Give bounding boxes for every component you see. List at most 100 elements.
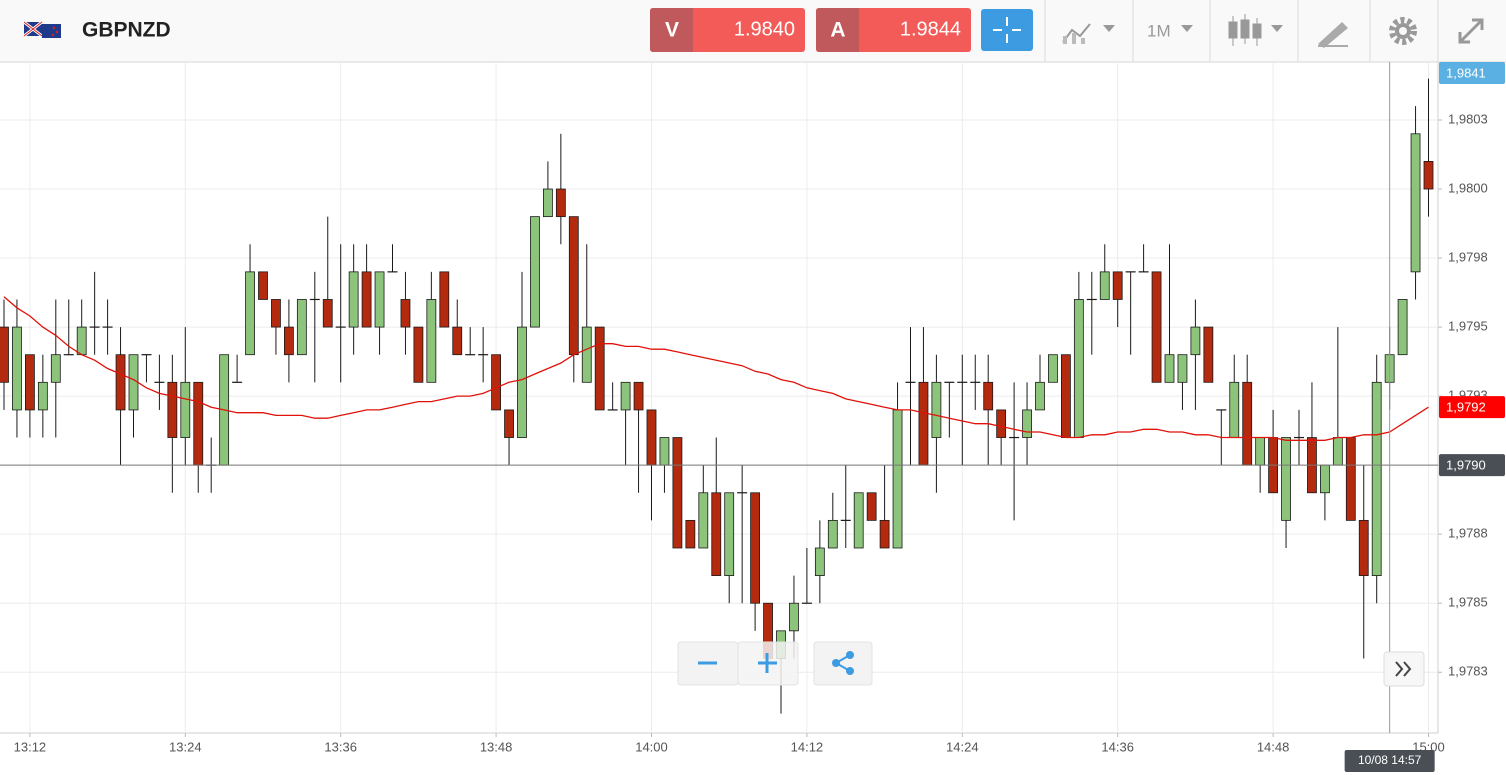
ask-tag: 1,9841 bbox=[1446, 65, 1486, 80]
candle-body bbox=[37, 381, 48, 411]
candle-body bbox=[1048, 354, 1058, 383]
candle-body bbox=[1345, 437, 1356, 521]
sell-button[interactable]: V 1.9840 bbox=[650, 8, 805, 52]
y-tick-label: 1,9785 bbox=[1448, 595, 1488, 610]
candle-body bbox=[543, 188, 553, 218]
candle-body bbox=[659, 437, 670, 466]
share-button[interactable] bbox=[813, 641, 873, 686]
drawing-tools[interactable] bbox=[1318, 22, 1348, 48]
candle-body bbox=[711, 492, 722, 577]
candle-body bbox=[530, 216, 540, 328]
chart-type-menu[interactable] bbox=[1062, 23, 1115, 44]
candle-body bbox=[1099, 271, 1110, 300]
candle-body bbox=[413, 326, 424, 383]
settings[interactable] bbox=[1389, 17, 1417, 45]
x-tick-label: 14:24 bbox=[946, 739, 979, 754]
scroll-right-button[interactable] bbox=[1383, 651, 1425, 687]
candle-body bbox=[1255, 437, 1266, 466]
candle-body bbox=[439, 271, 450, 328]
candles bbox=[0, 78, 1434, 714]
candle-body bbox=[1320, 464, 1330, 494]
candle-body bbox=[750, 492, 760, 604]
candle-body bbox=[1073, 299, 1084, 438]
symbol: GBPNZD bbox=[82, 19, 171, 42]
candle-body bbox=[258, 271, 268, 300]
candle-body bbox=[724, 492, 735, 577]
candle-body bbox=[827, 519, 838, 549]
candle-body bbox=[646, 409, 657, 466]
candle-style-menu[interactable] bbox=[1228, 14, 1283, 46]
crosshair-time-tag: 10/08 14:57 bbox=[1358, 753, 1422, 767]
candle-body bbox=[853, 492, 864, 549]
candle-body bbox=[1410, 133, 1421, 273]
candle-body bbox=[193, 381, 204, 466]
ma-tag: 1,9792 bbox=[1446, 400, 1486, 415]
buy-price: 1.9844 bbox=[900, 18, 961, 40]
candle-body bbox=[931, 381, 942, 438]
y-tick-label: 1,9803 bbox=[1448, 111, 1488, 126]
candle-body bbox=[1203, 326, 1214, 383]
candle-body bbox=[1423, 161, 1434, 190]
candle-body bbox=[983, 381, 994, 411]
zoom-in-button[interactable] bbox=[737, 641, 799, 686]
candle-body bbox=[76, 326, 87, 356]
candle-body bbox=[374, 271, 385, 328]
flag-icon bbox=[23, 20, 61, 38]
candle-body bbox=[0, 326, 9, 383]
candle-body bbox=[568, 216, 579, 356]
candle-body bbox=[1358, 519, 1369, 577]
candle-body bbox=[1190, 326, 1201, 356]
sell-price: 1.9840 bbox=[734, 18, 795, 40]
x-tick-label: 13:48 bbox=[480, 739, 513, 754]
x-tick-label: 13:12 bbox=[14, 739, 47, 754]
timeframe: 1M bbox=[1147, 21, 1171, 40]
candle-body bbox=[491, 354, 502, 411]
candle-body bbox=[620, 381, 631, 411]
fullscreen[interactable] bbox=[1458, 18, 1484, 44]
crosshair-price-tag: 1,9790 bbox=[1446, 458, 1486, 473]
candle-body bbox=[866, 492, 877, 521]
timeframe-menu[interactable]: 1M bbox=[1147, 21, 1193, 40]
candle-body bbox=[633, 381, 644, 411]
candle-body bbox=[1177, 354, 1188, 383]
crosshair-button[interactable] bbox=[981, 9, 1033, 51]
candle-body bbox=[283, 326, 294, 356]
x-tick-label: 14:00 bbox=[635, 739, 668, 754]
candle-body bbox=[245, 271, 255, 356]
candle-body bbox=[1035, 381, 1045, 411]
candle-body bbox=[1332, 437, 1343, 466]
candle-body bbox=[1229, 381, 1240, 438]
candle-body bbox=[1397, 299, 1408, 356]
candle-body bbox=[918, 381, 929, 466]
candle-body bbox=[996, 409, 1007, 438]
candle-body bbox=[1061, 354, 1071, 438]
overlay: 1,9841 1,9792 1,9790 10/08 14:57 bbox=[0, 62, 1505, 772]
y-tick-label: 1,9798 bbox=[1448, 249, 1488, 264]
crosshair-price-tag-bg bbox=[1439, 454, 1505, 477]
candle-body bbox=[322, 299, 333, 328]
sell-label: V bbox=[665, 19, 679, 42]
x-tick-label: 14:48 bbox=[1257, 739, 1290, 754]
candle-body bbox=[452, 326, 463, 356]
candle-body bbox=[892, 409, 903, 549]
candle-body bbox=[1022, 409, 1032, 438]
candle-body bbox=[672, 437, 683, 549]
candle-body bbox=[296, 299, 307, 356]
candle-body bbox=[400, 299, 411, 328]
x-tick-label: 13:24 bbox=[169, 739, 202, 754]
candle-body bbox=[879, 519, 890, 549]
ask-tag-bg bbox=[1439, 62, 1505, 84]
candle-body bbox=[167, 381, 178, 438]
candle-body bbox=[1151, 271, 1162, 383]
x-tick-label: 14:36 bbox=[1101, 739, 1134, 754]
x-tick-label: 14:12 bbox=[791, 739, 824, 754]
candle-body bbox=[517, 326, 527, 438]
candle-body bbox=[698, 492, 709, 549]
ma-tag-bg bbox=[1439, 396, 1505, 419]
zoom-out-button[interactable] bbox=[677, 641, 739, 686]
crosshair-time-bg bbox=[1344, 750, 1435, 772]
candle-body bbox=[1242, 381, 1253, 466]
x-tick-label: 13:36 bbox=[324, 739, 357, 754]
buy-button[interactable]: A 1.9844 bbox=[816, 8, 971, 52]
